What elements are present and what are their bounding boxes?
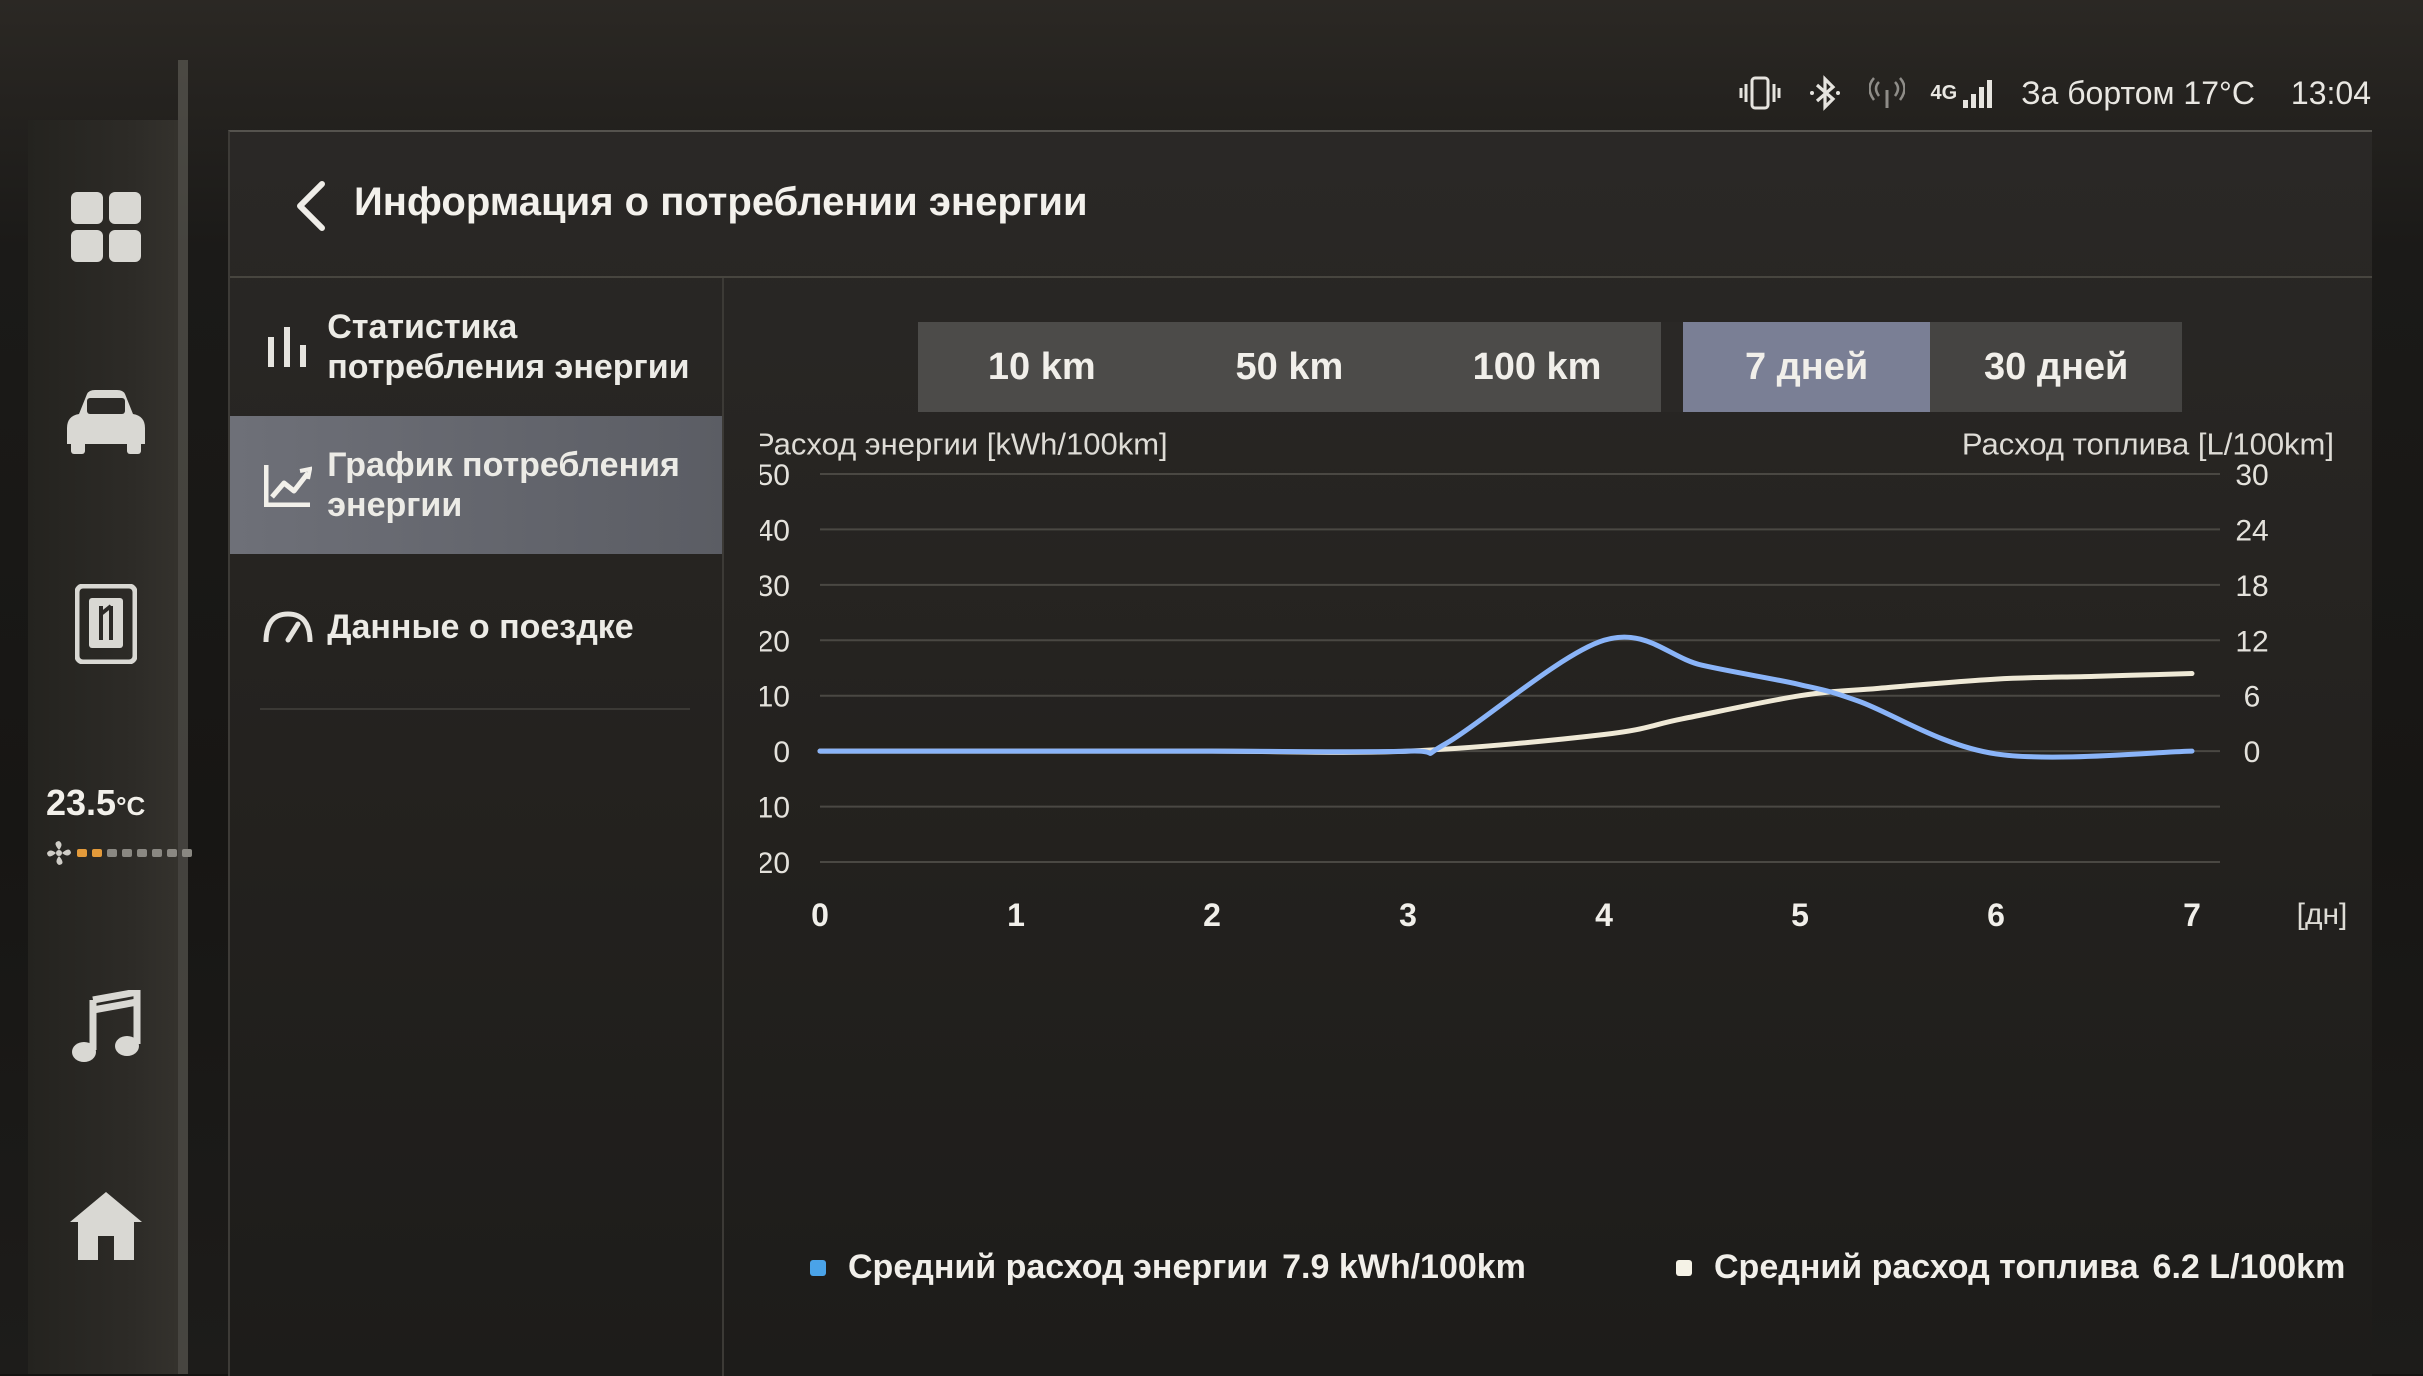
x-tick-label: 0	[811, 897, 829, 933]
tab-spacer	[1660, 322, 1683, 412]
y2-tick-label: 18	[2235, 570, 2268, 603]
fan-level-segment	[167, 849, 177, 857]
legend-fuel-label: Средний расход топлива	[1714, 1248, 2139, 1286]
sidebar-item-label: График потребления энергии	[327, 446, 680, 524]
signal-icon: 4G	[1931, 78, 1996, 108]
car-icon[interactable]	[56, 388, 156, 454]
legend-energy: Средний расход энергии 7.9 kWh/100km	[810, 1248, 1526, 1287]
outside-temperature: За бортом 17°C	[2021, 75, 2255, 112]
y-tick-label: 50	[760, 459, 790, 492]
period-tabs: 10 km 50 km 100 km 7 дней 30 дней	[918, 322, 2183, 412]
y-tick-label: 10	[760, 681, 790, 714]
bluetooth-icon	[1807, 75, 1843, 111]
network-type: 4G	[1930, 81, 1958, 104]
outside-label: За бортом	[2021, 74, 2175, 111]
clock: 13:04	[2290, 74, 2371, 111]
chevron-left-icon	[297, 181, 325, 231]
y2-tick-label: 24	[2235, 514, 2268, 547]
legend-energy-label: Средний расход энергии	[848, 1248, 1269, 1286]
x-tick-label: 4	[1595, 897, 1613, 933]
y-tick-label: 20	[760, 625, 790, 658]
sidebar-item-statistics[interactable]: Статистика потребления энергии	[230, 278, 722, 416]
x-tick-label: 6	[1987, 897, 2005, 933]
phone-vibrate-icon	[1739, 76, 1781, 110]
temperature-value: 23.5	[46, 782, 117, 823]
temperature-unit: °C	[116, 791, 146, 821]
y-axis-label: Расход энергии [kWh/100km]	[760, 432, 1168, 461]
trend-chart-icon	[260, 463, 315, 507]
music-icon[interactable]	[56, 990, 156, 1064]
apps-grid-icon[interactable]	[56, 190, 156, 264]
y-tick-label: 40	[760, 514, 790, 547]
fan-level-segment	[122, 849, 132, 857]
fan-level-segment	[92, 849, 102, 857]
energy-chart-svg: Расход энергии [kWh/100km] Расход топлива…	[747, 426, 2348, 933]
fan-level-segment	[182, 849, 192, 857]
back-button[interactable]	[280, 176, 340, 236]
side-dock	[28, 120, 178, 1374]
fan-level-indicator[interactable]	[46, 840, 192, 866]
x-tick-label: 7	[2183, 897, 2201, 933]
sidebar-item-label: Статистика потребления энергии	[327, 308, 690, 386]
y2-tick-label: 6	[2244, 681, 2261, 714]
energy-chart: Расход энергии [kWh/100km] Расход топлива…	[747, 426, 2372, 1132]
y2-tick-label: 0	[2244, 736, 2261, 769]
fan-icon	[47, 841, 71, 865]
fan-level-segment	[137, 849, 147, 857]
tab-50km[interactable]: 50 km	[1235, 345, 1344, 388]
main-panel: Информация о потреблении энергии Статист…	[228, 130, 2372, 1376]
y-tick-label: -20	[760, 847, 790, 880]
cabin-temperature[interactable]: 23.5°C	[46, 782, 145, 824]
wireless-icon	[1868, 76, 1905, 110]
outside-temp-value: 17°C	[2183, 74, 2255, 111]
status-bar: 4G За бортом 17°C 13:04	[1739, 68, 2371, 118]
sidebar: Статистика потребления энергии График по…	[230, 278, 724, 1376]
legend-fuel: Средний расход топлива 6.2 L/100km	[1676, 1248, 2345, 1287]
y2-axis-label: Расход топлива [L/100km]	[1962, 432, 2334, 461]
page-header: Информация о потреблении энергии	[230, 132, 2372, 278]
y-tick-label: 30	[760, 570, 790, 603]
fan-level-segment	[152, 849, 162, 857]
fan-level-segment	[77, 849, 87, 857]
tab-30days[interactable]: 30 дней	[1930, 322, 2183, 412]
x-tick-label: 2	[1203, 897, 1221, 933]
fan-level-segment	[107, 849, 117, 857]
y2-tick-label: 30	[2235, 459, 2268, 492]
y-tick-label: 0	[773, 736, 790, 769]
legend-fuel-swatch	[1676, 1259, 1692, 1276]
x-tick-label: 5	[1791, 897, 1809, 933]
home-icon[interactable]	[56, 1190, 156, 1262]
sidebar-item-trip-data[interactable]: Данные о поездке	[230, 558, 722, 696]
x-axis-unit: [дн]	[2297, 898, 2348, 931]
sim-card-icon[interactable]	[56, 584, 156, 664]
tab-100km[interactable]: 100 km	[1472, 345, 1602, 388]
y2-tick-label: 12	[2235, 625, 2268, 658]
legend-fuel-value: 6.2 L/100km	[2152, 1248, 2346, 1286]
page-title: Информация о потреблении энергии	[354, 180, 1088, 224]
y-tick-label: -10	[760, 792, 790, 825]
tab-7days[interactable]: 7 дней	[1682, 322, 1931, 412]
legend-energy-value: 7.9 kWh/100km	[1282, 1248, 1526, 1286]
sidebar-item-label: Данные о поездке	[327, 608, 634, 646]
series-fuel-line	[817, 671, 2195, 755]
x-tick-label: 1	[1007, 897, 1025, 933]
legend-energy-swatch	[810, 1259, 826, 1276]
dock-divider	[178, 60, 188, 1374]
tab-10km[interactable]: 10 km	[987, 345, 1096, 388]
sidebar-divider	[260, 708, 690, 710]
x-tick-label: 3	[1399, 897, 1417, 933]
sidebar-item-energy-graph[interactable]: График потребления энергии	[230, 416, 722, 554]
speedometer-icon	[260, 610, 315, 644]
bar-stats-icon	[260, 327, 315, 367]
series-energy-line	[817, 634, 2195, 760]
